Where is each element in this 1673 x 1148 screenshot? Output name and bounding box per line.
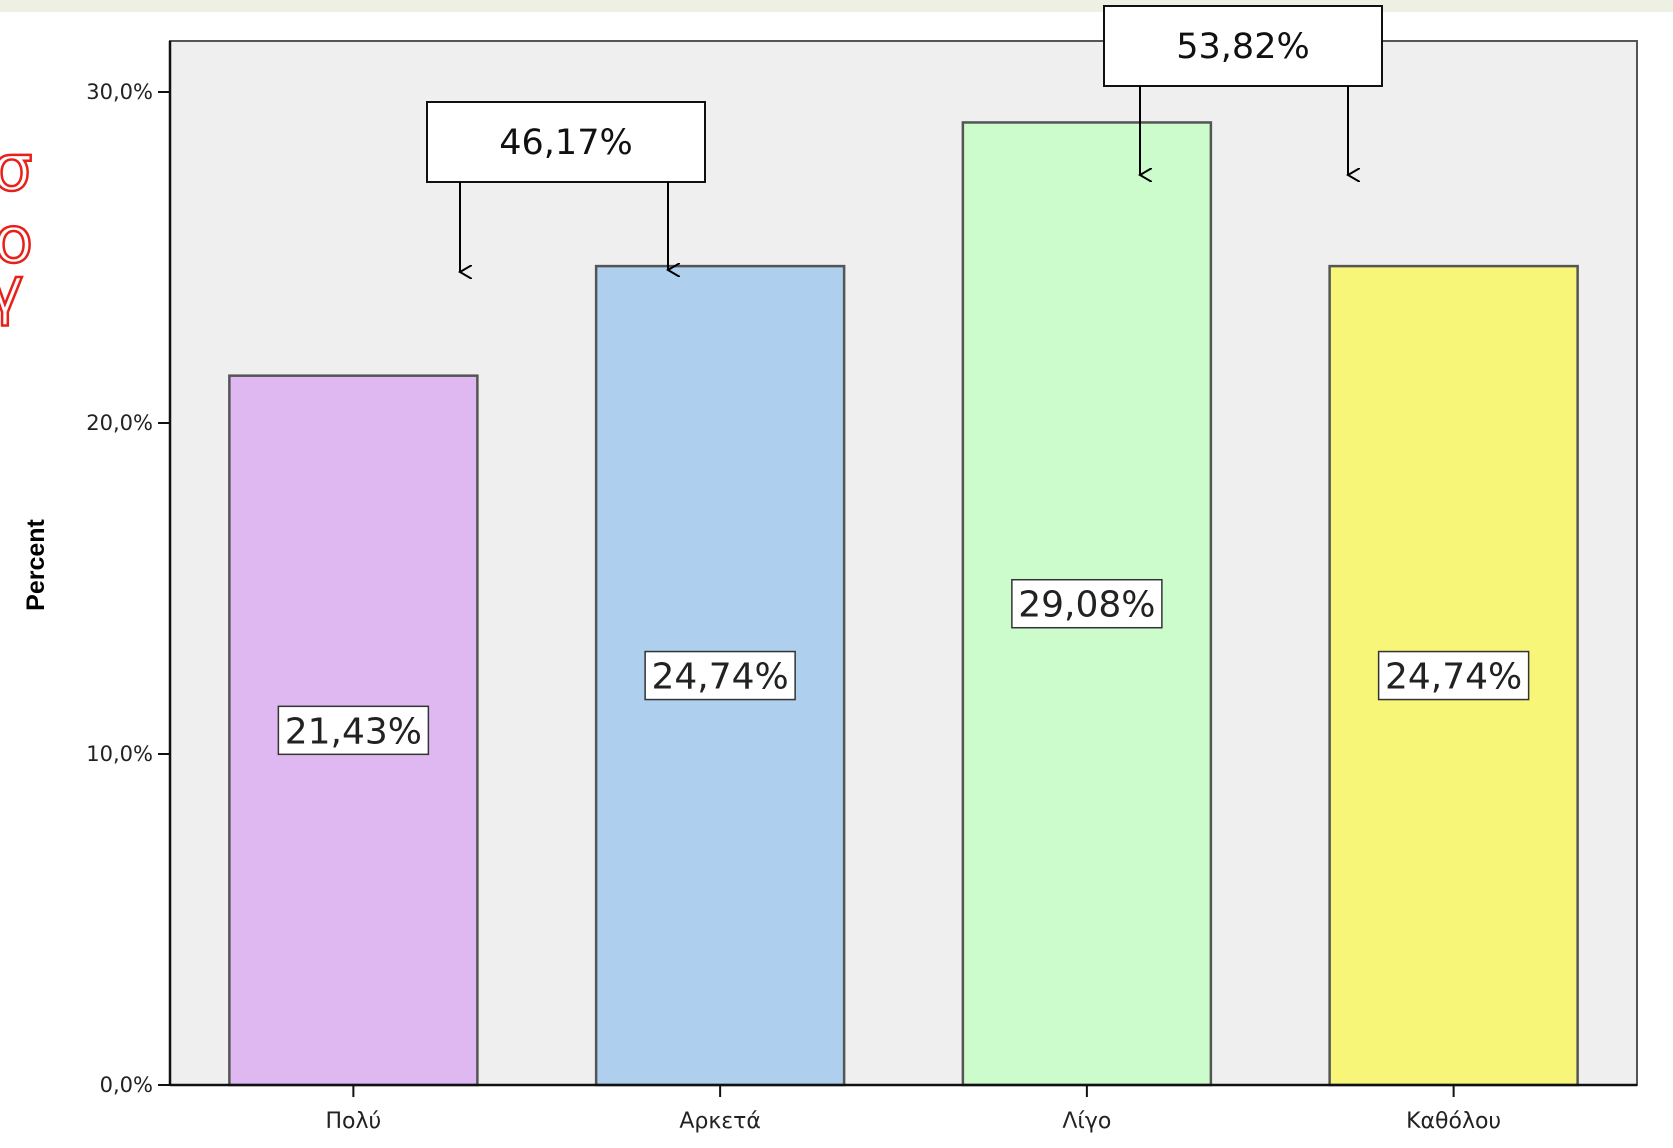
y-tick-label-1: 0,0%	[100, 1073, 153, 1097]
y-tick-label-3: 20,0%	[86, 411, 153, 435]
data-label-4: 24,74%	[1385, 657, 1522, 698]
svg-text:γ: γ	[0, 254, 24, 328]
svg-text:ο: ο	[0, 204, 33, 278]
data-label-box-3	[1011, 578, 1163, 629]
data-label-box-2	[644, 650, 796, 701]
callout-label-2: 53,82%	[1176, 27, 1309, 67]
y-tick-label-4: 30,0%	[86, 80, 153, 104]
x-tick-label-1: Πολύ	[325, 1109, 381, 1134]
callout-label-1: 46,17%	[499, 123, 632, 163]
x-tick-label-3: Λίγο	[1062, 1109, 1111, 1134]
y-tick-label-2: 10,0%	[86, 742, 153, 766]
data-label-box-4	[1377, 650, 1530, 701]
data-label-2: 24,74%	[651, 657, 788, 698]
y-axis-label: Percent	[22, 518, 50, 610]
svg-text:σ: σ	[0, 132, 33, 206]
callout-box-2	[1103, 5, 1383, 87]
red-decoration: σ ο γ	[0, 131, 34, 330]
data-label-3: 29,08%	[1018, 585, 1155, 626]
x-tick-label-2: Αρκετά	[679, 1109, 761, 1134]
data-label-box-1	[277, 705, 430, 756]
callout-box-1	[426, 101, 706, 183]
x-tick-label-4: Καθόλου	[1406, 1109, 1501, 1134]
data-label-1: 21,43%	[285, 711, 422, 752]
